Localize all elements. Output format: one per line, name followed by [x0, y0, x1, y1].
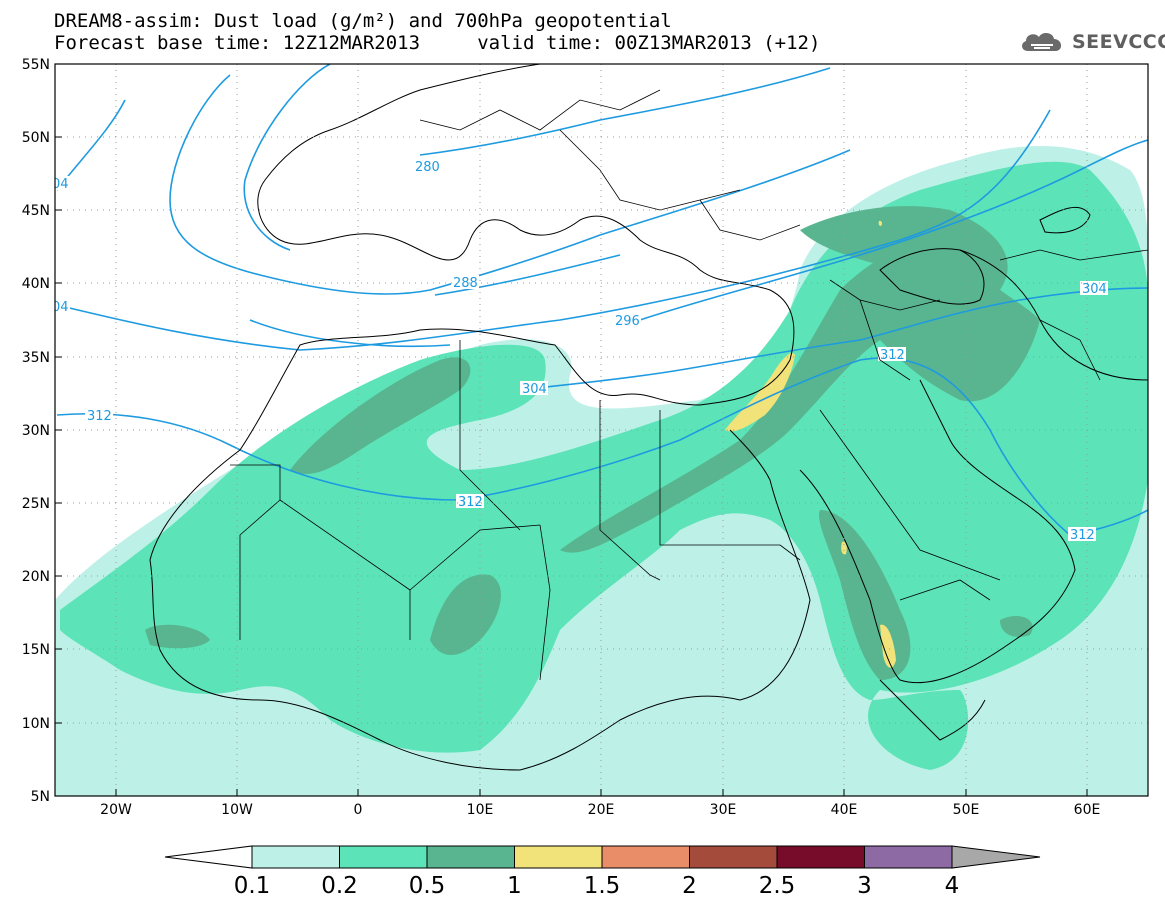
lon-label: 20E	[588, 802, 615, 818]
colorbar-swatch	[776, 845, 865, 869]
lat-label: 15N	[22, 642, 50, 658]
colorbar-label: 1	[507, 873, 522, 899]
colorbar-label: 2.5	[759, 873, 796, 899]
lon-label: 0	[354, 802, 363, 818]
lat-label: 5N	[31, 789, 50, 805]
colorbar-label: 4	[945, 873, 960, 899]
colorbar-swatch	[689, 845, 778, 869]
country-borders	[230, 89, 1148, 681]
map-subtitle: Forecast base time: 12Z12MAR2013 valid t…	[54, 32, 821, 54]
logo-text: SEEVCCC	[1072, 31, 1165, 53]
colorbar-swatch	[251, 845, 340, 869]
lon-label: 50E	[953, 802, 980, 818]
colorbar-swatch	[601, 845, 690, 869]
axis-ticks	[55, 63, 1088, 796]
colorbar-max-arrow	[951, 845, 1041, 869]
lat-label: 40N	[22, 276, 50, 292]
latitude-labels: 55N 50N 45N 40N 35N 30N 25N 20N 15N 10N …	[22, 57, 50, 805]
contour-labels: 04 280 288 04 296 304 312 304 312 312 31…	[52, 159, 1108, 543]
colorbar-swatch	[426, 845, 515, 869]
contour-label-3: 288	[453, 276, 478, 291]
seevccc-logo: SEEVCCC	[1018, 24, 1165, 60]
lon-label: 60E	[1074, 802, 1101, 818]
lat-label: 25N	[22, 496, 50, 512]
geopotential-contours	[56, 64, 1148, 536]
lon-label: 30E	[710, 802, 737, 818]
colorbar-swatch	[864, 845, 953, 869]
cloud-logo-icon	[1022, 33, 1062, 51]
colorbar-label: 0.1	[234, 873, 271, 899]
lon-label: 10E	[467, 802, 494, 818]
lon-label: 40E	[831, 802, 858, 818]
map-title: DREAM8-assim: Dust load (g/m²) and 700hP…	[54, 10, 672, 32]
lon-label: 20W	[100, 802, 132, 818]
colorbar-label: 3	[857, 873, 872, 899]
contour-label-10: 312	[458, 495, 483, 510]
dust-shading-1	[725, 220, 896, 668]
contour-label-8: 304	[1082, 282, 1107, 297]
contour-label-9: 312	[880, 348, 905, 363]
colorbar-label: 0.2	[321, 873, 358, 899]
contour-label-1: 04	[52, 177, 69, 192]
lat-label: 50N	[22, 130, 50, 146]
colorbar: 0.1 0.2 0.5 1 1.5 2 2.5 3 4	[164, 845, 1041, 899]
contour-label-7: 312	[87, 409, 112, 424]
lat-label: 10N	[22, 716, 50, 732]
colorbar-label: 2	[682, 873, 697, 899]
contour-label-11: 312	[1070, 528, 1095, 543]
contour-label-4: 04	[52, 300, 69, 315]
lat-label: 20N	[22, 569, 50, 585]
lat-label: 55N	[22, 57, 50, 73]
colorbar-label: 1.5	[584, 873, 621, 899]
lat-label: 30N	[22, 423, 50, 439]
longitude-labels: 20W 10W 0 10E 20E 30E 40E 50E 60E	[100, 802, 1100, 818]
colorbar-min-arrow	[164, 845, 253, 869]
lon-label: 10W	[221, 802, 253, 818]
contour-label-5: 296	[615, 314, 640, 329]
lat-lon-grid	[55, 64, 1148, 796]
lat-label: 35N	[22, 350, 50, 366]
colorbar-swatch	[339, 845, 428, 869]
contour-label-2: 280	[415, 160, 440, 175]
lat-label: 45N	[22, 203, 50, 219]
dust-shading-0.5	[145, 206, 1040, 680]
colorbar-label: 0.5	[409, 873, 446, 899]
colorbar-swatch	[514, 845, 603, 869]
contour-label-6: 304	[522, 382, 547, 397]
